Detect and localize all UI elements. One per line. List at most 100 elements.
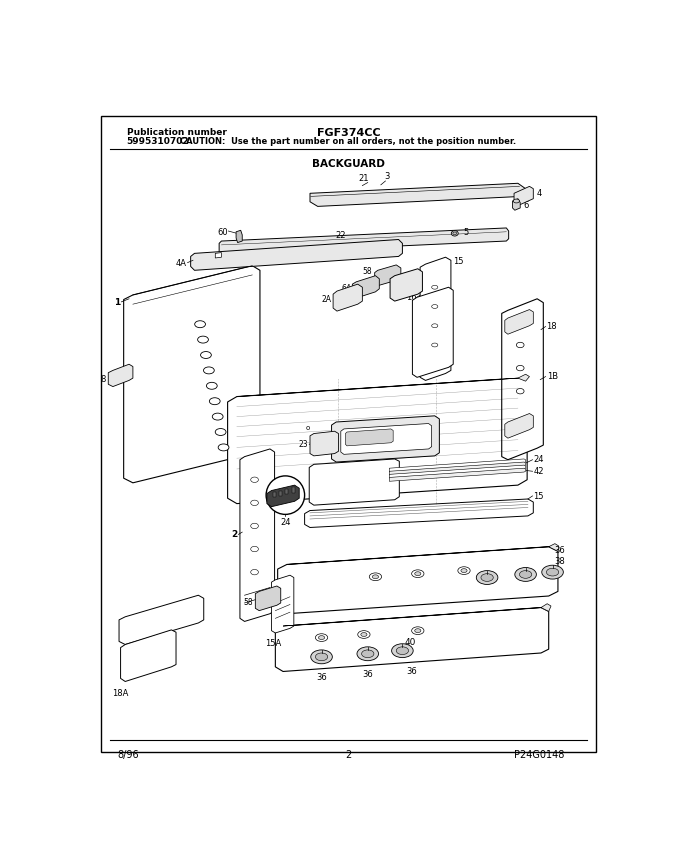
Polygon shape xyxy=(513,200,520,211)
Text: 15A: 15A xyxy=(265,638,281,647)
Text: 3: 3 xyxy=(385,172,390,181)
Ellipse shape xyxy=(316,634,328,641)
Polygon shape xyxy=(305,499,533,528)
Ellipse shape xyxy=(251,500,258,506)
Text: 4: 4 xyxy=(537,189,542,198)
Polygon shape xyxy=(412,288,453,378)
Ellipse shape xyxy=(432,286,438,290)
Ellipse shape xyxy=(432,344,438,348)
Ellipse shape xyxy=(516,366,524,371)
Polygon shape xyxy=(390,269,422,301)
Text: BACKGUARD: BACKGUARD xyxy=(312,158,385,169)
Text: P24G0148: P24G0148 xyxy=(513,749,564,759)
Text: 18A: 18A xyxy=(112,688,129,697)
Text: 15: 15 xyxy=(533,491,544,500)
Bar xyxy=(279,491,282,496)
Text: 36: 36 xyxy=(406,666,417,675)
Polygon shape xyxy=(120,630,176,682)
Ellipse shape xyxy=(452,232,458,237)
Text: 20: 20 xyxy=(362,434,373,443)
Polygon shape xyxy=(271,575,294,633)
Ellipse shape xyxy=(201,352,211,359)
Ellipse shape xyxy=(198,337,208,344)
Text: 6: 6 xyxy=(524,201,528,209)
Ellipse shape xyxy=(453,232,457,235)
Polygon shape xyxy=(216,253,222,258)
Text: 36: 36 xyxy=(362,669,373,678)
Ellipse shape xyxy=(194,321,205,328)
Polygon shape xyxy=(341,424,432,455)
Text: 2: 2 xyxy=(231,530,237,538)
Text: 40: 40 xyxy=(405,637,415,647)
Ellipse shape xyxy=(373,575,379,579)
Bar xyxy=(273,492,276,498)
Polygon shape xyxy=(287,544,559,565)
Ellipse shape xyxy=(516,343,524,349)
Text: 60: 60 xyxy=(217,227,228,236)
Ellipse shape xyxy=(318,636,324,640)
Polygon shape xyxy=(283,604,551,626)
Ellipse shape xyxy=(458,567,470,575)
Ellipse shape xyxy=(432,305,438,309)
Polygon shape xyxy=(309,460,399,505)
Polygon shape xyxy=(345,430,393,446)
Text: 18: 18 xyxy=(547,322,557,331)
Text: 8/96: 8/96 xyxy=(118,749,139,759)
Polygon shape xyxy=(228,379,527,504)
Ellipse shape xyxy=(251,570,258,575)
Ellipse shape xyxy=(481,574,493,582)
Polygon shape xyxy=(420,258,451,381)
Ellipse shape xyxy=(316,653,328,661)
Polygon shape xyxy=(390,466,526,479)
Polygon shape xyxy=(267,486,299,507)
Ellipse shape xyxy=(357,647,379,661)
Circle shape xyxy=(266,476,305,515)
Polygon shape xyxy=(390,462,526,475)
Polygon shape xyxy=(108,365,133,387)
Ellipse shape xyxy=(212,413,223,420)
Polygon shape xyxy=(310,184,526,208)
Ellipse shape xyxy=(207,383,217,390)
Polygon shape xyxy=(240,449,275,622)
Text: 1B: 1B xyxy=(547,372,558,381)
Ellipse shape xyxy=(515,568,537,582)
Text: 2A: 2A xyxy=(322,294,332,303)
Polygon shape xyxy=(333,285,362,312)
Polygon shape xyxy=(310,431,339,456)
Text: 5: 5 xyxy=(463,228,469,237)
Text: 2: 2 xyxy=(345,749,352,759)
Text: 36: 36 xyxy=(316,672,327,681)
Ellipse shape xyxy=(251,478,258,483)
Text: 38: 38 xyxy=(554,556,565,566)
Polygon shape xyxy=(390,468,526,481)
Text: 5995310702: 5995310702 xyxy=(126,137,189,146)
Ellipse shape xyxy=(203,368,214,375)
Text: 1: 1 xyxy=(114,297,120,307)
Ellipse shape xyxy=(311,650,333,664)
Text: 58: 58 xyxy=(362,267,371,276)
Text: 36: 36 xyxy=(554,545,565,554)
Text: 16: 16 xyxy=(406,293,416,301)
Text: FGF374CC: FGF374CC xyxy=(317,128,380,138)
Polygon shape xyxy=(119,596,204,645)
Text: 4A: 4A xyxy=(176,259,187,268)
Text: Publication number: Publication number xyxy=(126,128,226,137)
Ellipse shape xyxy=(542,566,563,579)
Text: o: o xyxy=(305,424,310,430)
Text: 58: 58 xyxy=(243,598,253,606)
Ellipse shape xyxy=(251,547,258,552)
Polygon shape xyxy=(277,547,558,614)
Polygon shape xyxy=(236,231,242,244)
Ellipse shape xyxy=(476,571,498,585)
Ellipse shape xyxy=(432,325,438,328)
Polygon shape xyxy=(505,310,533,335)
Ellipse shape xyxy=(209,399,220,406)
Ellipse shape xyxy=(516,389,524,394)
Bar xyxy=(286,489,288,495)
Ellipse shape xyxy=(358,631,370,639)
Ellipse shape xyxy=(392,644,413,658)
Text: 10: 10 xyxy=(401,282,411,291)
Text: 22: 22 xyxy=(335,231,346,240)
Text: CAUTION:  Use the part number on all orders, not the position number.: CAUTION: Use the part number on all orde… xyxy=(180,137,517,146)
Ellipse shape xyxy=(520,571,532,579)
